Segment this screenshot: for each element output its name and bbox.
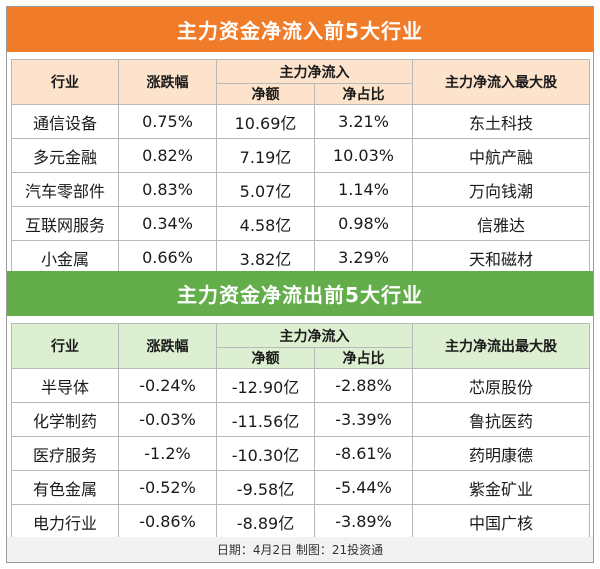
table-row: 化学制药 -0.03% -11.56亿 -3.39% 鲁抗医药 [11, 402, 590, 437]
cell-change: -0.86% [118, 504, 217, 539]
header-main-inflow: 主力净流入 [216, 59, 413, 84]
cell-change: 0.66% [118, 240, 217, 275]
cell-industry: 多元金融 [11, 138, 119, 173]
cell-net: -10.30亿 [216, 436, 315, 471]
cell-net: 10.69亿 [216, 104, 315, 139]
cell-ratio: 0.98% [314, 206, 413, 241]
cell-net: 4.58亿 [216, 206, 315, 241]
table-row: 医疗服务 -1.2% -10.30亿 -8.61% 药明康德 [11, 436, 590, 471]
cell-stock: 东土科技 [412, 104, 590, 139]
cell-industry: 有色金属 [11, 470, 119, 505]
cell-stock: 鲁抗医药 [412, 402, 590, 437]
cell-net: 7.19亿 [216, 138, 315, 173]
header-change: 涨跌幅 [118, 323, 217, 369]
cell-industry: 通信设备 [11, 104, 119, 139]
cell-change: -0.24% [118, 368, 217, 403]
source-footer: 日期：4月2日 制图：21投资通 [7, 537, 593, 562]
cell-industry: 电力行业 [11, 504, 119, 539]
cell-net: -11.56亿 [216, 402, 315, 437]
cell-ratio: -3.39% [314, 402, 413, 437]
header-industry: 行业 [11, 323, 119, 369]
cell-ratio: -5.44% [314, 470, 413, 505]
table-row: 汽车零部件 0.83% 5.07亿 1.14% 万向钱潮 [11, 172, 590, 207]
header-industry: 行业 [11, 59, 119, 105]
header-ratio: 净占比 [314, 347, 413, 369]
cell-ratio: -8.61% [314, 436, 413, 471]
cell-ratio: 10.03% [314, 138, 413, 173]
table-row: 电力行业 -0.86% -8.89亿 -3.89% 中国广核 [11, 504, 590, 539]
header-ratio: 净占比 [314, 83, 413, 105]
inflow-title: 主力资金净流入前5大行业 [7, 7, 593, 52]
cell-stock: 中国广核 [412, 504, 590, 539]
cell-ratio: 1.14% [314, 172, 413, 207]
cell-industry: 小金属 [11, 240, 119, 275]
cell-net: -9.58亿 [216, 470, 315, 505]
cell-ratio: -3.89% [314, 504, 413, 539]
cell-stock: 万向钱潮 [412, 172, 590, 207]
cell-stock: 信雅达 [412, 206, 590, 241]
cell-industry: 汽车零部件 [11, 172, 119, 207]
cell-stock: 天和磁材 [412, 240, 590, 275]
cell-change: 0.82% [118, 138, 217, 173]
cell-ratio: 3.21% [314, 104, 413, 139]
header-change: 涨跌幅 [118, 59, 217, 105]
cell-net: 5.07亿 [216, 172, 315, 207]
cell-change: 0.34% [118, 206, 217, 241]
cell-stock: 中航产融 [412, 138, 590, 173]
outflow-table: 行业 涨跌幅 主力净流入 主力净流出最大股 净额 净占比 半导体 -0.24% … [11, 323, 590, 539]
cell-industry: 医疗服务 [11, 436, 119, 471]
inflow-table: 行业 涨跌幅 主力净流入 主力净流入最大股 净额 净占比 通信设备 0.75% … [11, 59, 590, 275]
header-main-inflow: 主力净流入 [216, 323, 413, 348]
cell-stock: 紫金矿业 [412, 470, 590, 505]
header-top-stock: 主力净流出最大股 [412, 323, 590, 369]
cell-change: 0.83% [118, 172, 217, 207]
capital-flow-panel: 主力资金净流入前5大行业 行业 涨跌幅 主力净流入 主力净流入最大股 净额 净占… [6, 6, 594, 563]
cell-industry: 化学制药 [11, 402, 119, 437]
cell-change: -1.2% [118, 436, 217, 471]
header-net: 净额 [216, 83, 315, 105]
cell-net: -8.89亿 [216, 504, 315, 539]
table-row: 互联网服务 0.34% 4.58亿 0.98% 信雅达 [11, 206, 590, 241]
cell-change: 0.75% [118, 104, 217, 139]
header-net: 净额 [216, 347, 315, 369]
table-row: 有色金属 -0.52% -9.58亿 -5.44% 紫金矿业 [11, 470, 590, 505]
table-row: 半导体 -0.24% -12.90亿 -2.88% 芯原股份 [11, 368, 590, 403]
cell-industry: 互联网服务 [11, 206, 119, 241]
cell-stock: 芯原股份 [412, 368, 590, 403]
table-row: 小金属 0.66% 3.82亿 3.29% 天和磁材 [11, 240, 590, 275]
outflow-title: 主力资金净流出前5大行业 [7, 271, 593, 316]
table-row: 多元金融 0.82% 7.19亿 10.03% 中航产融 [11, 138, 590, 173]
cell-industry: 半导体 [11, 368, 119, 403]
cell-stock: 药明康德 [412, 436, 590, 471]
header-top-stock: 主力净流入最大股 [412, 59, 590, 105]
table-row: 通信设备 0.75% 10.69亿 3.21% 东土科技 [11, 104, 590, 139]
cell-net: -12.90亿 [216, 368, 315, 403]
cell-change: -0.52% [118, 470, 217, 505]
cell-change: -0.03% [118, 402, 217, 437]
cell-net: 3.82亿 [216, 240, 315, 275]
cell-ratio: 3.29% [314, 240, 413, 275]
cell-ratio: -2.88% [314, 368, 413, 403]
